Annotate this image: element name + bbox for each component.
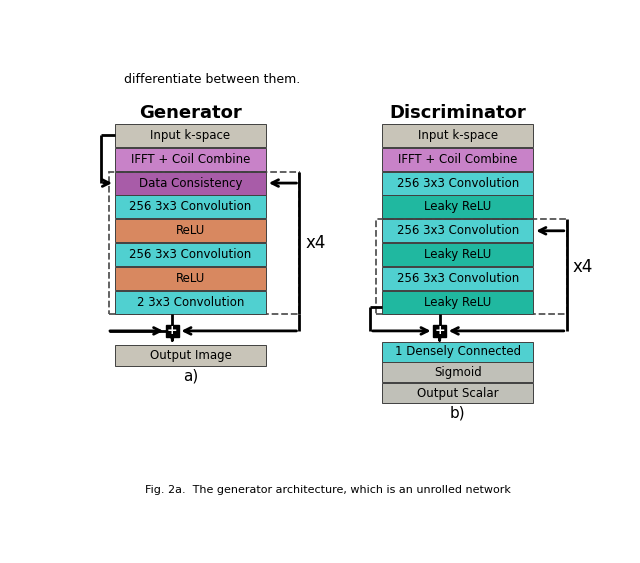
Bar	[115, 148, 266, 171]
Text: Input k-space: Input k-space	[418, 129, 498, 142]
Text: IFFT + Coil Combine: IFFT + Coil Combine	[131, 153, 250, 166]
Text: Sigmoid: Sigmoid	[434, 366, 482, 379]
Bar	[115, 291, 266, 314]
Bar	[115, 172, 266, 195]
Text: IFFT + Coil Combine: IFFT + Coil Combine	[398, 153, 518, 166]
Text: Leaky ReLU: Leaky ReLU	[424, 200, 492, 213]
Bar	[109, 172, 300, 314]
Text: a): a)	[183, 368, 198, 383]
Text: 256 3x3 Convolution: 256 3x3 Convolution	[397, 272, 519, 285]
Bar	[376, 219, 566, 314]
Text: 1 Densely Connected: 1 Densely Connected	[395, 345, 521, 358]
Bar	[115, 267, 266, 290]
Text: ReLU: ReLU	[176, 224, 205, 237]
Text: differentiate between them.: differentiate between them.	[124, 73, 300, 86]
Text: ReLU: ReLU	[176, 272, 205, 285]
Bar	[382, 291, 533, 314]
Text: x4: x4	[305, 234, 326, 252]
Bar	[382, 219, 533, 242]
Bar	[115, 243, 266, 266]
Text: 256 3x3 Convolution: 256 3x3 Convolution	[397, 177, 519, 190]
Text: 256 3x3 Convolution: 256 3x3 Convolution	[397, 224, 519, 237]
Text: 256 3x3 Convolution: 256 3x3 Convolution	[129, 248, 252, 261]
Text: Input k-space: Input k-space	[150, 129, 230, 142]
Text: Data Consistency: Data Consistency	[139, 177, 242, 190]
Bar	[382, 148, 533, 171]
Text: Fig. 2a.  The generator architecture, which is an unrolled network: Fig. 2a. The generator architecture, whi…	[145, 485, 511, 494]
Bar	[433, 325, 446, 337]
Text: 256 3x3 Convolution: 256 3x3 Convolution	[129, 200, 252, 213]
Text: b): b)	[450, 405, 466, 420]
Text: Generator: Generator	[139, 104, 242, 122]
Bar	[382, 383, 533, 403]
Bar	[115, 345, 266, 367]
Text: Leaky ReLU: Leaky ReLU	[424, 248, 492, 261]
Bar	[382, 195, 533, 218]
Bar	[115, 195, 266, 218]
Bar	[382, 243, 533, 266]
Text: 2 3x3 Convolution: 2 3x3 Convolution	[137, 296, 244, 309]
Bar	[115, 124, 266, 147]
Text: +: +	[167, 324, 178, 337]
Text: +: +	[435, 324, 445, 337]
Text: Output Scalar: Output Scalar	[417, 387, 499, 400]
Bar	[166, 325, 179, 337]
Bar	[382, 124, 533, 147]
Text: Leaky ReLU: Leaky ReLU	[424, 296, 492, 309]
Text: x4: x4	[573, 258, 593, 276]
Bar	[382, 342, 533, 361]
Bar	[382, 267, 533, 290]
Text: Discriminator: Discriminator	[389, 104, 526, 122]
Bar	[382, 363, 533, 382]
Text: Output Image: Output Image	[150, 349, 232, 362]
Bar	[115, 219, 266, 242]
Bar	[382, 172, 533, 195]
